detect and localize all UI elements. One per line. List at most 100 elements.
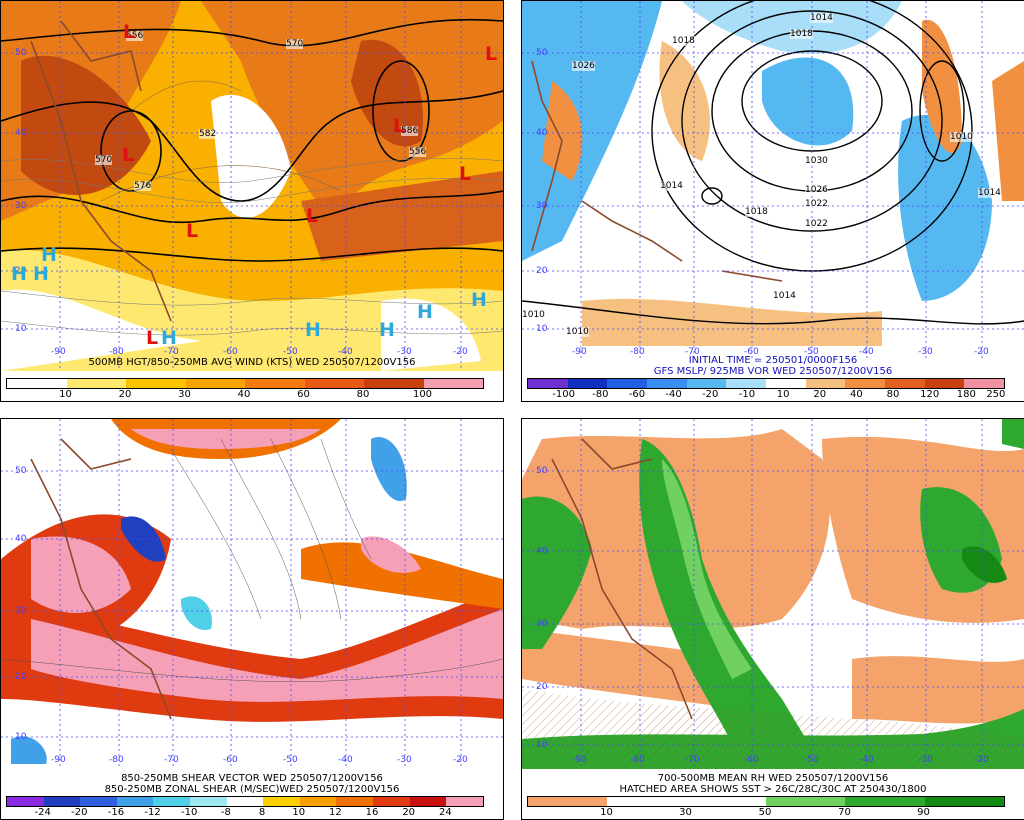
isobar-label: 1018	[672, 36, 695, 46]
mslp-map	[522, 1, 1024, 361]
lon-label: -60	[744, 755, 759, 765]
panel-mean-rh: 50 40 30 20 10 -90 -80 -70 -60 -50 -40 -…	[521, 418, 1024, 820]
isobar-label: 1022	[805, 199, 828, 209]
panel-caption-secondary: 850-250MB ZONAL SHEAR (M/SEC)WED 250507/…	[104, 784, 400, 795]
isobar-label: 1010	[522, 310, 545, 320]
low-pressure-marker: L	[393, 115, 406, 137]
legend-label: 24	[438, 807, 452, 818]
lon-label: -80	[630, 347, 645, 357]
lon-label: -30	[918, 755, 933, 765]
isobar-label: 1022	[805, 219, 828, 229]
legend-swatch	[304, 379, 364, 388]
high-pressure-marker: H	[161, 327, 177, 349]
isobar-label: 1010	[950, 132, 973, 142]
legend-label: 30	[178, 389, 191, 400]
legend-swatch	[446, 797, 483, 806]
legend-swatch	[686, 797, 766, 806]
lat-label-40: 40	[536, 128, 548, 138]
legend-label: 10	[292, 807, 306, 818]
isobar-label: 1014	[660, 181, 683, 191]
lon-label: -30	[918, 347, 933, 357]
high-pressure-marker: H	[11, 263, 27, 285]
lat-label-40: 40	[15, 128, 27, 138]
legend-swatch	[423, 379, 483, 388]
legend-label: 70	[838, 807, 851, 818]
legend-swatch	[924, 379, 965, 388]
high-pressure-marker: H	[379, 319, 395, 341]
low-pressure-marker: L	[122, 144, 135, 166]
lon-label: -90	[51, 347, 66, 357]
legend-swatch	[765, 797, 846, 806]
legend-swatch	[364, 379, 424, 388]
legend-swatch	[126, 379, 186, 388]
panel-caption: GFS MSLP/ 925MB VOR WED 250507/1200V156	[653, 366, 893, 377]
height-contour-label: 586	[401, 126, 419, 136]
height-contour-label: 556	[409, 147, 427, 157]
lon-label: -30	[397, 755, 412, 765]
lon-label: -60	[223, 347, 238, 357]
lon-label: -20	[453, 755, 468, 765]
legend-label: 20	[118, 389, 132, 400]
height-contour-label: 556	[126, 31, 144, 41]
isobar-label: 1014	[810, 13, 833, 23]
lat-label-20: 20	[15, 672, 27, 682]
low-pressure-marker: L	[459, 163, 472, 185]
legend-swatch	[686, 379, 727, 388]
lon-label: -40	[338, 347, 353, 357]
lat-label-30: 30	[15, 201, 27, 211]
legend-swatch	[528, 379, 568, 388]
rh-map	[522, 419, 1024, 769]
lat-label-40: 40	[15, 534, 27, 544]
legend-label: -16	[107, 807, 125, 818]
lon-label: -70	[164, 755, 179, 765]
lon-label: -30	[397, 347, 412, 357]
legend-label: -60	[628, 389, 646, 400]
legend-swatch	[567, 379, 608, 388]
color-legend-bar	[6, 378, 484, 389]
legend-label: 10	[59, 389, 72, 400]
legend-label: -20	[702, 389, 719, 400]
low-pressure-marker: L	[306, 205, 319, 227]
low-pressure-marker: L	[485, 43, 498, 65]
legend-labels: -24 -20 -16 -12 -10 -8 8 10 12 16 20 24	[6, 807, 482, 819]
legend-swatch	[607, 379, 648, 388]
lon-label: -50	[804, 347, 819, 357]
lon-label: -40	[338, 755, 353, 765]
color-legend-bar	[6, 796, 484, 807]
legend-swatch	[336, 797, 374, 806]
legend-swatch	[7, 379, 67, 388]
high-pressure-marker: H	[41, 244, 57, 266]
legend-labels: -100 -80 -60 -40 -20 -10 10 20 40 80 120…	[527, 389, 1006, 401]
lon-label: -90	[572, 755, 587, 765]
lat-label-50: 50	[15, 48, 27, 58]
isobar-label: 1010	[566, 327, 589, 337]
panel-caption: 700-500MB MEAN RH WED 250507/1200V156	[657, 773, 889, 784]
legend-labels: 10 20 30 40 60 80 100	[6, 389, 482, 401]
legend-label: -10	[181, 807, 198, 818]
legend-label: 90	[917, 807, 930, 818]
legend-swatch	[245, 379, 305, 388]
legend-label: 16	[365, 807, 379, 818]
legend-label: 8	[258, 807, 266, 818]
lon-label: -90	[572, 347, 587, 357]
legend-swatch	[726, 379, 767, 388]
lat-label-30: 30	[15, 606, 27, 616]
high-pressure-marker: H	[417, 301, 433, 323]
legend-swatch	[885, 379, 925, 388]
lon-label: -20	[453, 347, 468, 357]
lat-label-20: 20	[15, 266, 27, 276]
lat-label-40: 40	[536, 546, 548, 556]
legend-label: 40	[237, 389, 251, 400]
legend-label: 50	[758, 807, 772, 818]
legend-label: 100	[412, 389, 433, 400]
low-pressure-marker: L	[146, 327, 159, 349]
legend-label: -80	[592, 389, 609, 400]
legend-swatch	[190, 797, 227, 806]
legend-swatch	[845, 797, 925, 806]
lat-label-30: 30	[536, 201, 548, 211]
isobar-label: 1018	[790, 29, 813, 39]
lat-label-50: 50	[536, 48, 548, 58]
lon-label: -70	[164, 347, 179, 357]
lat-label-20: 20	[536, 266, 548, 276]
legend-label: 250	[986, 389, 1006, 400]
